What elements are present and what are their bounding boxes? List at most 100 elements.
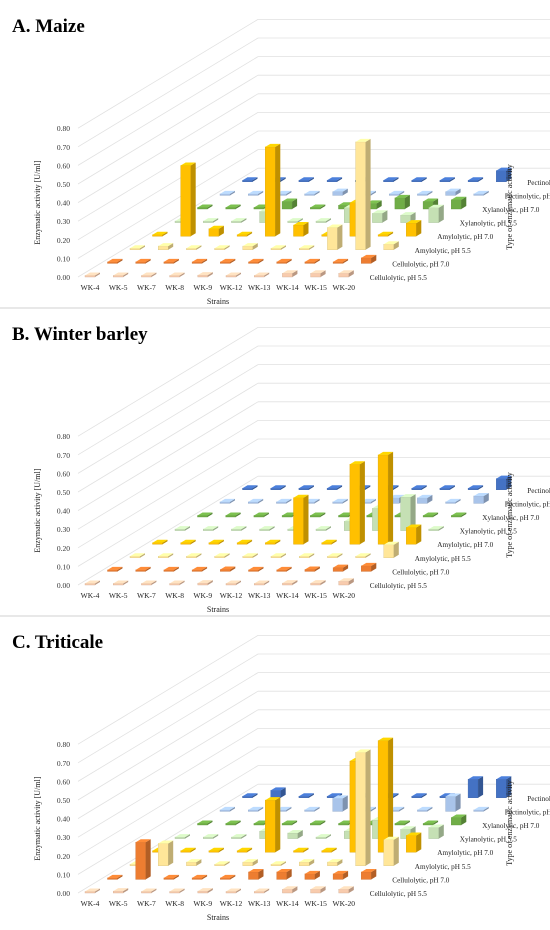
bar bbox=[270, 553, 286, 558]
bar bbox=[282, 270, 298, 278]
bar bbox=[152, 231, 168, 237]
bar bbox=[377, 737, 394, 853]
gridline bbox=[77, 765, 259, 875]
chart-panel-3: C. Triticale 0.00 0.10 0.20 0.30 0.40 0.50 0.60… bbox=[0, 615, 550, 922]
gridline bbox=[77, 653, 259, 764]
bar bbox=[332, 795, 348, 812]
bar bbox=[112, 272, 129, 278]
bar bbox=[157, 243, 174, 251]
bar bbox=[327, 859, 343, 867]
bar bbox=[225, 204, 241, 210]
bar bbox=[361, 254, 377, 264]
y-tick-label: 0.40 bbox=[57, 507, 70, 516]
bar bbox=[321, 539, 337, 545]
bar bbox=[428, 526, 444, 531]
gridline bbox=[77, 149, 259, 259]
bar bbox=[422, 820, 439, 826]
bar bbox=[327, 553, 343, 558]
bar bbox=[191, 258, 208, 264]
gridline bbox=[77, 728, 259, 838]
bar bbox=[197, 512, 213, 518]
bar bbox=[270, 861, 286, 866]
bar bbox=[247, 806, 264, 812]
bar bbox=[242, 177, 258, 183]
bar bbox=[445, 793, 461, 812]
y-tick-label: 0.10 bbox=[57, 562, 70, 571]
bar bbox=[270, 485, 286, 490]
y-tick-label: 0.00 bbox=[57, 889, 70, 898]
x-tick-label: WK-5 bbox=[109, 591, 128, 600]
bar bbox=[242, 243, 258, 251]
bar bbox=[445, 498, 461, 504]
bar bbox=[383, 541, 399, 559]
series-label: Xylanolytic, pH 7.0 bbox=[482, 514, 539, 522]
series-label: Xylanolytic, pH 5.5 bbox=[460, 528, 517, 536]
bar bbox=[451, 512, 467, 518]
bar bbox=[242, 859, 258, 867]
bar bbox=[225, 888, 241, 894]
x-tick-label: WK-4 bbox=[81, 899, 100, 908]
bar bbox=[332, 188, 348, 196]
x-tick-label: WK-7 bbox=[137, 899, 156, 908]
bar bbox=[231, 218, 247, 223]
bar bbox=[326, 485, 343, 490]
x-tick-label: WK-15 bbox=[304, 591, 327, 600]
bar bbox=[355, 749, 371, 867]
bar bbox=[276, 498, 292, 504]
y-tick-label: 0.10 bbox=[57, 870, 70, 879]
bar bbox=[219, 498, 235, 504]
bar bbox=[225, 512, 241, 518]
bar bbox=[411, 485, 427, 490]
bar bbox=[186, 245, 202, 251]
bar bbox=[299, 859, 315, 867]
bar bbox=[214, 861, 230, 866]
bar bbox=[349, 461, 365, 545]
bar bbox=[141, 580, 157, 586]
x-tick-label: WK-15 bbox=[304, 899, 327, 908]
series-label: Cellulolytic, pH 7.0 bbox=[392, 568, 450, 576]
y-tick-label: 0.70 bbox=[57, 143, 70, 152]
chart-panel-1: A. Maize 0.00 0.10 0.20 0.30 0.40 0.50 0.60 0.70… bbox=[12, 16, 550, 306]
bar bbox=[417, 494, 433, 504]
bar bbox=[281, 820, 298, 826]
bar bbox=[406, 832, 422, 853]
y-tick-label: 0.50 bbox=[57, 180, 70, 189]
bar bbox=[180, 162, 196, 237]
x-tick-label: WK-13 bbox=[248, 283, 271, 292]
bar bbox=[372, 210, 388, 223]
bar bbox=[191, 874, 208, 880]
x-tick-label: WK-20 bbox=[333, 283, 356, 292]
bar bbox=[231, 526, 247, 531]
x-tick-label: WK-12 bbox=[220, 591, 243, 600]
bar bbox=[225, 580, 241, 586]
series-label: Cellulolytic, pH 5.5 bbox=[370, 274, 428, 282]
bar bbox=[310, 886, 326, 894]
y-tick-label: 0.40 bbox=[57, 199, 70, 208]
bar bbox=[315, 834, 331, 839]
series-label: Cellulolytic, pH 7.0 bbox=[392, 876, 450, 884]
y-axis-label: Enzymatic activity [U/ml] bbox=[33, 468, 42, 552]
gridline bbox=[77, 420, 259, 530]
bar bbox=[383, 836, 399, 867]
chart-panel-2: B. Winter barley 0.00 0.10 0.20 0.30 0.40 0.50… bbox=[0, 307, 550, 614]
x-tick-label: WK-5 bbox=[109, 283, 128, 292]
bar bbox=[208, 225, 224, 237]
bar bbox=[163, 566, 179, 572]
bar bbox=[304, 566, 320, 572]
y-tick-label: 0.40 bbox=[57, 815, 70, 824]
bar bbox=[191, 566, 208, 572]
bar bbox=[197, 580, 213, 586]
bar bbox=[248, 566, 264, 572]
bar bbox=[202, 834, 219, 839]
bar bbox=[304, 870, 320, 880]
gridline bbox=[77, 475, 259, 586]
bar bbox=[282, 886, 298, 894]
bar bbox=[270, 245, 286, 251]
gridline bbox=[77, 746, 259, 857]
bar bbox=[84, 888, 100, 894]
bar bbox=[411, 177, 427, 183]
bar bbox=[332, 870, 349, 880]
x-tick-label: WK-13 bbox=[248, 591, 271, 600]
bar bbox=[473, 190, 489, 196]
